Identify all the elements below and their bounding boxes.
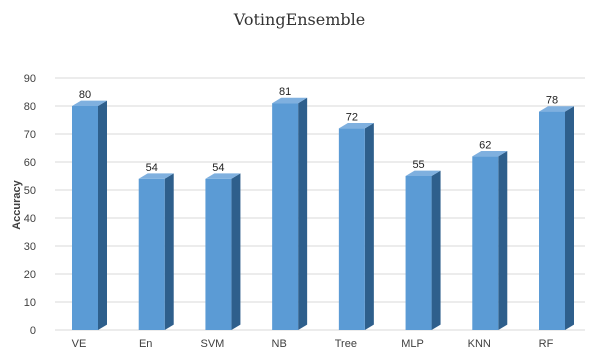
data-label: 55 xyxy=(412,159,424,171)
x-category-label: Tree xyxy=(335,338,357,350)
data-label: 54 xyxy=(212,162,224,174)
bar-side xyxy=(231,173,241,330)
bar xyxy=(472,151,508,330)
bar xyxy=(539,106,574,330)
x-category-label: MLP xyxy=(401,338,424,350)
bar-front xyxy=(138,178,165,330)
y-tick-label: 90 xyxy=(24,73,36,85)
y-tick-label: 70 xyxy=(24,129,36,141)
bar-top xyxy=(138,173,174,179)
bar-side xyxy=(364,123,374,330)
bar-front xyxy=(338,128,365,330)
x-category-label: KNN xyxy=(468,338,491,350)
x-category-label: VE xyxy=(72,338,87,350)
y-tick-label: 40 xyxy=(24,213,36,225)
data-label: 54 xyxy=(146,162,158,174)
bar-top xyxy=(539,106,574,112)
y-tick-label: 80 xyxy=(24,101,36,113)
bar-side xyxy=(298,97,308,330)
bar-top xyxy=(205,173,241,179)
bar xyxy=(338,123,374,330)
chart-title: VotingEnsemble xyxy=(233,10,366,29)
data-label: 78 xyxy=(546,95,558,107)
bar-front xyxy=(472,156,499,330)
bar xyxy=(72,100,107,330)
bar xyxy=(405,170,441,330)
bar-front xyxy=(539,111,565,330)
y-tick-label: 60 xyxy=(24,157,36,169)
y-tick-label: 0 xyxy=(30,325,36,337)
y-tick-label: 20 xyxy=(24,269,36,281)
x-category-label: SVM xyxy=(201,338,225,350)
y-axis-ticks: 0 10 20 30 40 50 60 70 80 90 xyxy=(24,73,36,337)
x-category-label: NB xyxy=(272,338,287,350)
bar xyxy=(272,97,308,330)
y-tick-label: 10 xyxy=(24,297,36,309)
data-label: 80 xyxy=(79,89,91,101)
y-tick-label: 30 xyxy=(24,241,36,253)
bar-front xyxy=(405,176,432,330)
bar-top xyxy=(272,97,308,104)
data-label: 81 xyxy=(279,86,291,98)
bar-front xyxy=(205,178,232,330)
bar-top xyxy=(72,100,107,106)
bar-top xyxy=(472,151,508,157)
bar-side xyxy=(98,100,107,330)
x-category-label: En xyxy=(139,338,152,350)
bar-side xyxy=(431,170,441,330)
x-category-label: RF xyxy=(539,338,554,350)
data-label: 62 xyxy=(479,139,491,151)
bar-front xyxy=(72,106,98,330)
bars xyxy=(72,97,574,330)
bar xyxy=(138,173,174,330)
data-labels: 80 54 54 81 72 55 62 78 xyxy=(79,86,558,174)
bar-front xyxy=(272,103,299,330)
bar xyxy=(205,173,241,330)
y-tick-label: 50 xyxy=(24,185,36,197)
bar-side xyxy=(565,106,574,330)
x-axis-categories: VE En SVM NB Tree MLP KNN RF xyxy=(72,338,554,350)
bar-top xyxy=(405,170,441,176)
bar-top xyxy=(338,123,374,129)
bar-side xyxy=(164,173,174,330)
y-axis-label: Accuracy xyxy=(11,179,23,229)
data-label: 72 xyxy=(346,111,358,123)
bar-side xyxy=(498,151,508,330)
